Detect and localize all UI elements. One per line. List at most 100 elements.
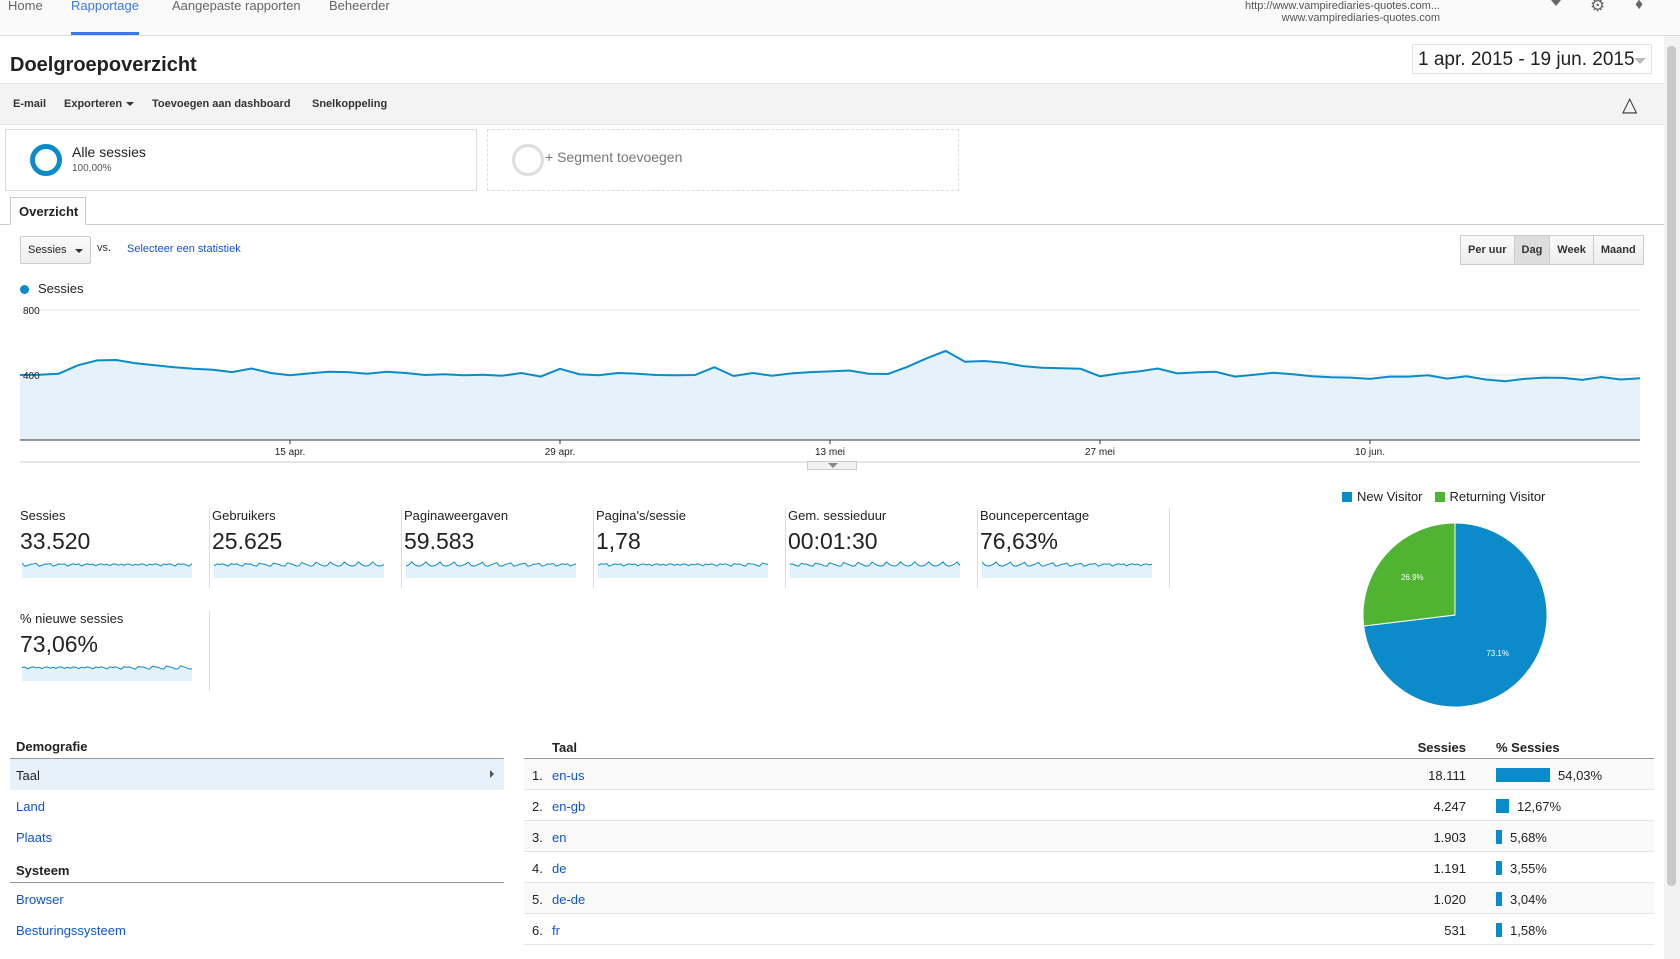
granularity-day-button[interactable]: Dag bbox=[1513, 235, 1551, 265]
segment-ring-icon bbox=[512, 144, 544, 176]
tab-rapportage[interactable]: Rapportage bbox=[71, 0, 139, 35]
chart-resize-handle[interactable] bbox=[807, 461, 857, 470]
scrollbar-thumb[interactable] bbox=[1667, 46, 1676, 886]
column-header-sessies[interactable]: Sessies bbox=[1417, 740, 1466, 755]
demographics-item-land[interactable]: Land bbox=[16, 799, 45, 814]
row-index: 5. bbox=[532, 892, 543, 907]
demographics-item-plaats[interactable]: Plaats bbox=[16, 830, 53, 845]
table-row: 5. de-de 1.020 3,04% bbox=[524, 883, 1654, 914]
percentage-bar bbox=[1496, 892, 1502, 906]
system-item-os[interactable]: Besturingssysteem bbox=[16, 923, 126, 938]
language-link[interactable]: en bbox=[552, 830, 567, 845]
percentage-bar bbox=[1496, 923, 1502, 937]
gear-icon[interactable]: ⚙ bbox=[1590, 0, 1606, 15]
legend-label: New Visitor bbox=[1357, 489, 1423, 504]
chevron-down-icon[interactable] bbox=[1551, 0, 1561, 6]
granularity-hour-button[interactable]: Per uur bbox=[1460, 235, 1515, 265]
x-tick-label: 13 mei bbox=[815, 447, 845, 458]
email-button[interactable]: E-mail bbox=[13, 98, 47, 110]
granularity-month-button[interactable]: Maand bbox=[1592, 235, 1644, 265]
metric-value: 59.583 bbox=[404, 528, 475, 554]
demographics-item-taal[interactable]: Taal bbox=[10, 759, 504, 790]
pie-legend: New Visitor Returning Visitor bbox=[1342, 489, 1545, 504]
tab-divider bbox=[0, 224, 1664, 225]
metric-card[interactable]: Sessies 33.520 bbox=[20, 508, 210, 588]
metric-sparkline bbox=[982, 561, 1152, 578]
language-link[interactable]: de-de bbox=[552, 892, 586, 907]
language-table: Taal Sessies % Sessies 1. en-us 18.111 54,0… bbox=[524, 731, 1654, 945]
pie-slice-label: 73.1% bbox=[1486, 649, 1509, 658]
tab-beheerder[interactable]: Beheerder bbox=[329, 0, 390, 13]
report-toolbar: E-mail Exporteren Toevoegen aan dashboar… bbox=[0, 83, 1664, 125]
tab-home[interactable]: Home bbox=[8, 0, 43, 13]
add-segment-button[interactable]: + Segment toevoegen bbox=[487, 129, 959, 191]
item-label: Taal bbox=[16, 768, 40, 783]
pie-slice[interactable] bbox=[1362, 522, 1456, 627]
granularity-week-button[interactable]: Week bbox=[1549, 235, 1594, 265]
metric-card[interactable]: % nieuwe sessies 73,06% bbox=[20, 611, 210, 691]
metric-card[interactable]: Bouncepercentage 76,63% bbox=[980, 508, 1170, 588]
legend-new-visitor[interactable]: New Visitor bbox=[1342, 489, 1423, 504]
percentage-value: 5,68% bbox=[1510, 830, 1547, 845]
percentage-bar bbox=[1496, 830, 1502, 844]
legend-swatch bbox=[1342, 492, 1352, 502]
metric-card[interactable]: Gem. sessieduur 00:01:30 bbox=[788, 508, 978, 588]
account-selector[interactable]: http://www.vampirediaries-quotes.com... … bbox=[1245, 0, 1440, 24]
sessions-value: 1.903 bbox=[1433, 830, 1466, 845]
metric-label: Pagina's/sessie bbox=[596, 508, 686, 523]
metric-value: 33.520 bbox=[20, 528, 91, 554]
tab-overzicht[interactable]: Overzicht bbox=[10, 197, 86, 225]
segment-percentage: 100,00% bbox=[72, 163, 112, 174]
percentage-value: 12,67% bbox=[1517, 799, 1562, 814]
column-header-taal[interactable]: Taal bbox=[552, 740, 578, 755]
table-row: 6. fr 531 1,58% bbox=[524, 914, 1654, 945]
language-link[interactable]: fr bbox=[552, 923, 560, 938]
legend-swatch bbox=[1434, 492, 1445, 502]
system-header: Systeem bbox=[10, 855, 504, 883]
shortcut-button[interactable]: Snelkoppeling bbox=[312, 98, 388, 110]
metric-sparkline bbox=[22, 562, 192, 578]
add-to-dashboard-button[interactable]: Toevoegen aan dashboard bbox=[152, 98, 291, 110]
table-row: 1. en-us 18.111 54,03% bbox=[524, 759, 1654, 790]
chevron-down-icon bbox=[828, 463, 838, 468]
metric-sparkline bbox=[406, 561, 576, 578]
graduation-cap-icon[interactable]: △ bbox=[1622, 94, 1638, 116]
system-item-browser[interactable]: Browser bbox=[16, 892, 64, 907]
visitor-pie-chart[interactable]: 73.1% 26.9% bbox=[1362, 522, 1548, 708]
y-tick-label: 400 bbox=[23, 371, 40, 382]
metric-label: Bouncepercentage bbox=[980, 508, 1090, 523]
percentage-value: 54,03% bbox=[1558, 768, 1603, 783]
tab-aangepaste-rapporten[interactable]: Aangepaste rapporten bbox=[172, 0, 301, 13]
y-tick-label: 800 bbox=[23, 306, 40, 317]
language-link[interactable]: de bbox=[552, 861, 567, 876]
row-index: 4. bbox=[532, 861, 543, 876]
language-link[interactable]: en-gb bbox=[552, 799, 586, 814]
select-statistic-link[interactable]: Selecteer een statistiek bbox=[127, 243, 241, 255]
percentage-bar bbox=[1496, 768, 1550, 782]
account-property: www.vampirediaries-quotes.com bbox=[1281, 12, 1440, 24]
export-button[interactable]: Exporteren bbox=[64, 98, 135, 110]
legend-returning-visitor[interactable]: Returning Visitor bbox=[1434, 489, 1546, 504]
metric-card[interactable]: Gebruikers 25.625 bbox=[212, 508, 402, 588]
sessions-chart[interactable]: 800 400 15 apr. 29 apr. 13 mei 27 mei 10 jun. bbox=[0, 300, 1664, 470]
column-header-pct-sessies[interactable]: % Sessies bbox=[1496, 740, 1560, 755]
row-index: 6. bbox=[532, 923, 543, 938]
percentage-bar bbox=[1496, 799, 1509, 813]
segment-all-sessions[interactable]: Alle sessies 100,00% bbox=[5, 129, 477, 191]
x-tick-label: 10 jun. bbox=[1355, 447, 1385, 458]
scrollbar[interactable] bbox=[1664, 36, 1680, 959]
metric-card[interactable]: Paginaweergaven 59.583 bbox=[404, 508, 594, 588]
metric-sparkline bbox=[598, 562, 768, 578]
metric-select[interactable]: Sessies bbox=[20, 236, 91, 264]
date-range-picker[interactable]: 1 apr. 2015 - 19 jun. 2015 bbox=[1412, 44, 1652, 74]
top-navigation: Home Rapportage Aangepaste rapporten Beh… bbox=[0, 0, 1680, 36]
legend-label: Returning Visitor bbox=[1449, 489, 1546, 504]
language-link[interactable]: en-us bbox=[552, 768, 585, 783]
series-line bbox=[19, 349, 1641, 383]
bell-icon[interactable]: ♦ bbox=[1635, 0, 1644, 13]
sessions-value: 4.247 bbox=[1433, 799, 1466, 814]
metric-card[interactable]: Pagina's/sessie 1,78 bbox=[596, 508, 786, 588]
row-index: 1. bbox=[532, 768, 543, 783]
x-tick-label: 29 apr. bbox=[545, 447, 576, 458]
metric-value: 00:01:30 bbox=[788, 528, 878, 554]
